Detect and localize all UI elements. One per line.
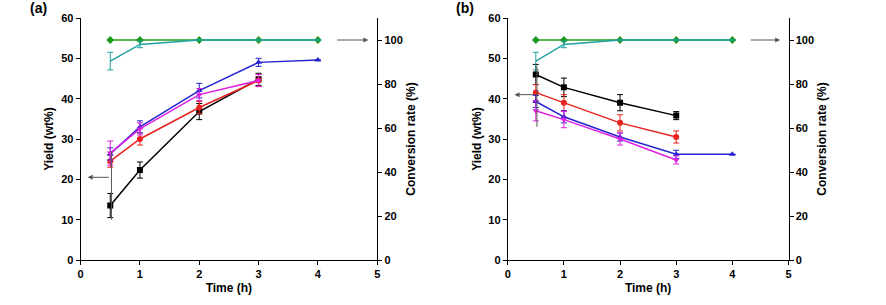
svg-text:80: 80 — [796, 78, 808, 90]
svg-text:20: 20 — [61, 173, 73, 185]
svg-text:60: 60 — [384, 122, 396, 134]
svg-text:2: 2 — [196, 268, 202, 280]
svg-text:4: 4 — [729, 268, 736, 280]
svg-text:4: 4 — [315, 268, 322, 280]
svg-text:40: 40 — [384, 166, 396, 178]
svg-text:10: 10 — [488, 214, 500, 226]
svg-text:5: 5 — [785, 268, 791, 280]
svg-text:Yield (wt%): Yield (wt%) — [42, 107, 56, 171]
svg-text:0: 0 — [78, 268, 84, 280]
svg-text:2: 2 — [617, 268, 623, 280]
svg-text:3: 3 — [256, 268, 262, 280]
svg-text:50: 50 — [61, 52, 73, 64]
svg-text:0: 0 — [494, 254, 500, 266]
svg-text:(b): (b) — [456, 0, 474, 16]
svg-text:30: 30 — [61, 133, 73, 145]
svg-text:60: 60 — [488, 12, 500, 24]
svg-text:3: 3 — [673, 268, 679, 280]
svg-text:0: 0 — [796, 254, 802, 266]
svg-text:50: 50 — [488, 52, 500, 64]
svg-text:30: 30 — [488, 133, 500, 145]
svg-text:Yield (wt%): Yield (wt%) — [470, 107, 484, 171]
svg-text:60: 60 — [61, 12, 73, 24]
svg-text:1: 1 — [137, 268, 143, 280]
svg-text:20: 20 — [488, 173, 500, 185]
svg-text:Conversion rate (%): Conversion rate (%) — [815, 82, 829, 195]
svg-text:60: 60 — [796, 122, 808, 134]
svg-text:(a): (a) — [30, 0, 47, 16]
svg-text:0: 0 — [67, 254, 73, 266]
svg-text:0: 0 — [505, 268, 511, 280]
svg-text:20: 20 — [384, 210, 396, 222]
svg-text:40: 40 — [796, 166, 808, 178]
svg-text:40: 40 — [488, 93, 500, 105]
svg-text:Time (h): Time (h) — [206, 281, 252, 295]
svg-text:20: 20 — [796, 210, 808, 222]
svg-text:100: 100 — [796, 34, 814, 46]
svg-text:1: 1 — [561, 268, 567, 280]
svg-text:40: 40 — [61, 93, 73, 105]
svg-text:10: 10 — [61, 214, 73, 226]
svg-text:100: 100 — [384, 34, 402, 46]
svg-text:Time (h): Time (h) — [625, 281, 671, 295]
svg-text:0: 0 — [384, 254, 390, 266]
svg-text:Conversion rate (%): Conversion rate (%) — [404, 82, 418, 195]
svg-text:5: 5 — [374, 268, 380, 280]
svg-text:80: 80 — [384, 78, 396, 90]
